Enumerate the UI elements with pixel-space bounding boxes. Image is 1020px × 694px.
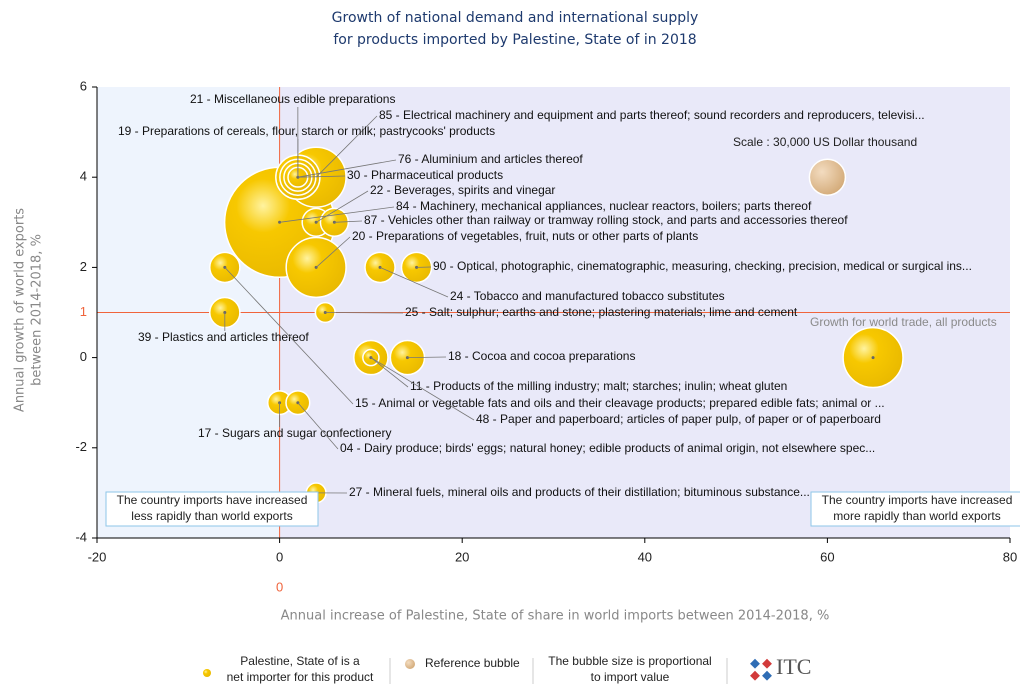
x-tick-label: -20	[88, 549, 107, 564]
annotation-text: The country imports have increased	[822, 493, 1013, 507]
logo-icon	[750, 659, 772, 681]
x-axis-title: Annual increase of Palestine, State of s…	[281, 609, 830, 624]
y-tick-label: 0	[80, 349, 87, 364]
bubble-label: 39 - Plastics and articles thereof	[138, 330, 309, 344]
vline-label: 0	[276, 579, 283, 594]
x-tick-label: 60	[820, 549, 834, 564]
bubble-label: 90 - Optical, photographic, cinematograp…	[433, 259, 972, 273]
legend-text: to import value	[591, 670, 670, 684]
x-tick-label: 40	[638, 549, 652, 564]
title-line: Growth of national demand and internatio…	[332, 10, 699, 26]
annotation-text: The country imports have increased	[117, 493, 308, 507]
bubble-label: 87 - Vehicles other than railway or tram…	[364, 213, 848, 227]
y-tick-label: -2	[75, 439, 87, 454]
y-axis-title: between 2014-2018, %	[30, 234, 45, 386]
bubble-center	[872, 356, 875, 359]
bubble-label: 30 - Pharmaceutical products	[347, 168, 503, 182]
legend-text: net importer for this product	[227, 670, 374, 684]
bubble-label: 11 - Products of the milling industry; m…	[410, 379, 787, 393]
bubble-label: 15 - Animal or vegetable fats and oils a…	[355, 396, 885, 410]
annotation-text: more rapidly than world exports	[833, 509, 1000, 523]
legend-text: Palestine, State of is a	[240, 654, 360, 668]
bubble-label: 17 - Sugars and sugar confectionery	[198, 426, 391, 440]
bubble-label: 85 - Electrical machinery and equipment …	[379, 108, 925, 122]
scale-text: Scale : 30,000 US Dollar thousand	[733, 135, 917, 149]
annotation-text: less rapidly than world exports	[131, 509, 292, 523]
bubble-label: 04 - Dairy produce; birds' eggs; natural…	[340, 441, 875, 455]
legend: Palestine, State of is a net importer fo…	[203, 654, 811, 684]
world-label: Growth for world trade, all products	[810, 315, 997, 329]
x-tick-label: 80	[1003, 549, 1017, 564]
logo-text: ITC	[776, 654, 811, 679]
bubble-label: 76 - Aluminium and articles thereof	[398, 152, 583, 166]
leader-line	[325, 313, 403, 314]
title-line: for products imported by Palestine, Stat…	[333, 32, 696, 48]
bubble-label: 27 - Mineral fuels, mineral oils and pro…	[349, 485, 810, 499]
y-tick-label: 2	[80, 259, 87, 274]
bubble-label: 21 - Miscellaneous edible preparations	[190, 92, 395, 106]
x-tick-label: 20	[455, 549, 469, 564]
reference-bubble	[809, 159, 845, 195]
x-tick-label: 0	[276, 549, 283, 564]
bubble-label: 18 - Cocoa and cocoa preparations	[448, 349, 635, 363]
bubble-label: 19 - Preparations of cereals, flour, sta…	[118, 124, 495, 138]
bubble-label: 48 - Paper and paperboard; articles of p…	[476, 412, 881, 426]
y-tick-label: 4	[80, 169, 87, 184]
bubble-label: 24 - Tobacco and manufactured tobacco su…	[450, 289, 725, 303]
y-tick-label: 6	[80, 78, 87, 93]
hline-label: 1	[80, 304, 87, 319]
legend-text: The bubble size is proportional	[548, 654, 711, 668]
bubble-label: 22 - Beverages, spirits and vinegar	[370, 183, 555, 197]
legend-swatch	[203, 669, 211, 677]
bubble-label: 20 - Preparations of vegetables, fruit, …	[352, 229, 698, 243]
bubble-label: 25 - Salt; sulphur; earths and stone; pl…	[405, 305, 798, 319]
legend-swatch	[405, 659, 415, 669]
y-tick-label: -4	[75, 529, 87, 544]
bubble-label: 84 - Machinery, mechanical appliances, n…	[396, 199, 812, 213]
y-axis-title: Annual growth of world exports	[13, 208, 28, 412]
legend-text: Reference bubble	[425, 656, 520, 670]
